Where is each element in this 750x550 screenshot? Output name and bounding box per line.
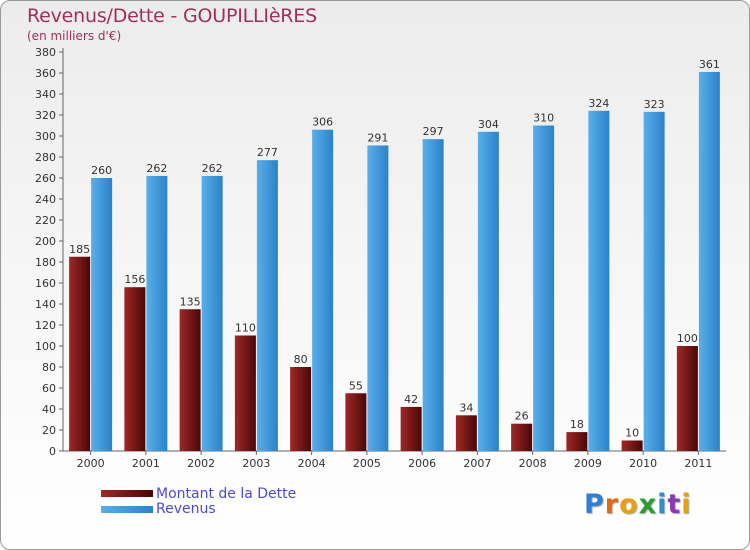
legend-label-dette: Montant de la Dette (156, 486, 297, 502)
y-tick-label: 200 (35, 235, 56, 248)
y-tick-label: 180 (35, 256, 56, 269)
data-label-revenus: 277 (257, 146, 278, 159)
data-label-dette: 185 (69, 243, 90, 256)
y-tick-label: 0 (49, 445, 56, 458)
data-label-revenus: 304 (478, 118, 499, 131)
bar-dette (400, 406, 422, 451)
chart-subtitle: (en milliers d'€) (27, 29, 122, 43)
bar-dette (69, 256, 91, 451)
x-tick-label: 2008 (519, 457, 547, 470)
data-label-dette: 42 (404, 393, 418, 406)
y-tick-label: 160 (35, 277, 56, 290)
y-tick-label: 360 (35, 67, 56, 80)
y-tick-label: 320 (35, 109, 56, 122)
bar-dette (179, 309, 201, 451)
x-tick-label: 2006 (408, 457, 436, 470)
bar-revenus (698, 71, 720, 451)
data-label-revenus: 310 (533, 112, 554, 125)
y-tick-label: 240 (35, 193, 56, 206)
y-tick-label: 40 (42, 403, 56, 416)
legend-label-revenus: Revenus (156, 501, 216, 517)
data-label-dette: 18 (570, 418, 584, 431)
data-label-revenus: 323 (644, 98, 665, 111)
data-label-dette: 80 (294, 353, 308, 366)
data-label-dette: 110 (235, 322, 256, 335)
logo-letter: i (681, 489, 692, 520)
bar-revenus (477, 131, 499, 452)
bar-revenus (256, 160, 278, 451)
data-label-revenus: 324 (588, 97, 609, 110)
y-tick-label: 120 (35, 319, 56, 332)
bar-revenus (367, 145, 389, 451)
bar-dette (621, 440, 643, 451)
bar-dette (124, 287, 146, 451)
x-tick-label: 2001 (132, 457, 160, 470)
x-tick-label: 2010 (629, 457, 657, 470)
bar-dette (566, 432, 588, 451)
logo-letter: o (619, 489, 639, 520)
data-label-revenus: 262 (146, 162, 167, 175)
data-label-dette: 10 (625, 427, 639, 440)
y-tick-label: 80 (42, 361, 56, 374)
logo-letter: P (584, 489, 605, 520)
logo-letter: i (657, 489, 668, 520)
bar-dette (455, 415, 477, 451)
bar-dette (290, 367, 312, 451)
logo-letter: t (667, 489, 682, 520)
y-tick-label: 140 (35, 298, 56, 311)
logo-letter: r (604, 489, 620, 520)
y-tick-label: 300 (35, 130, 56, 143)
x-tick-label: 2005 (353, 457, 381, 470)
x-tick-label: 2003 (242, 457, 270, 470)
bar-revenus (91, 178, 113, 451)
bar-dette (345, 393, 367, 451)
x-tick-label: 2011 (684, 457, 712, 470)
chart-title: Revenus/Dette - GOUPILLIèRES (27, 5, 317, 27)
data-label-dette: 156 (124, 273, 145, 286)
data-label-dette: 26 (515, 410, 529, 423)
legend-swatch-dette (101, 490, 153, 497)
data-label-revenus: 361 (699, 58, 720, 71)
data-label-dette: 34 (459, 401, 473, 414)
x-tick-label: 2007 (463, 457, 491, 470)
bar-revenus (643, 111, 665, 451)
y-tick-label: 100 (35, 340, 56, 353)
y-tick-label: 260 (35, 172, 56, 185)
proxiti-logo: Proxiti (584, 489, 692, 520)
x-tick-label: 2002 (187, 457, 215, 470)
bar-revenus (422, 139, 444, 451)
data-label-revenus: 306 (312, 116, 333, 129)
x-tick-label: 2004 (298, 457, 326, 470)
bar-revenus (201, 175, 223, 451)
data-label-revenus: 297 (423, 125, 444, 138)
x-tick-label: 2009 (574, 457, 602, 470)
bar-dette (234, 335, 256, 451)
y-tick-label: 20 (42, 424, 56, 437)
logo-letter: x (638, 489, 658, 520)
data-label-revenus: 260 (91, 164, 112, 177)
legend-swatch-revenus (101, 506, 153, 513)
y-tick-label: 340 (35, 88, 56, 101)
bar-dette (676, 346, 698, 451)
bar-dette (511, 423, 533, 451)
y-tick-label: 380 (35, 46, 56, 59)
y-tick-label: 60 (42, 382, 56, 395)
bar-revenus (533, 125, 555, 451)
y-tick-label: 280 (35, 151, 56, 164)
data-label-revenus: 262 (202, 162, 223, 175)
data-label-dette: 100 (677, 332, 698, 345)
data-label-dette: 55 (349, 379, 363, 392)
bar-revenus (146, 175, 168, 451)
data-label-dette: 135 (180, 295, 201, 308)
x-tick-label: 2000 (77, 457, 105, 470)
y-tick-label: 220 (35, 214, 56, 227)
bar-revenus (588, 110, 610, 452)
data-label-revenus: 291 (367, 131, 388, 144)
bar-revenus (312, 129, 334, 451)
